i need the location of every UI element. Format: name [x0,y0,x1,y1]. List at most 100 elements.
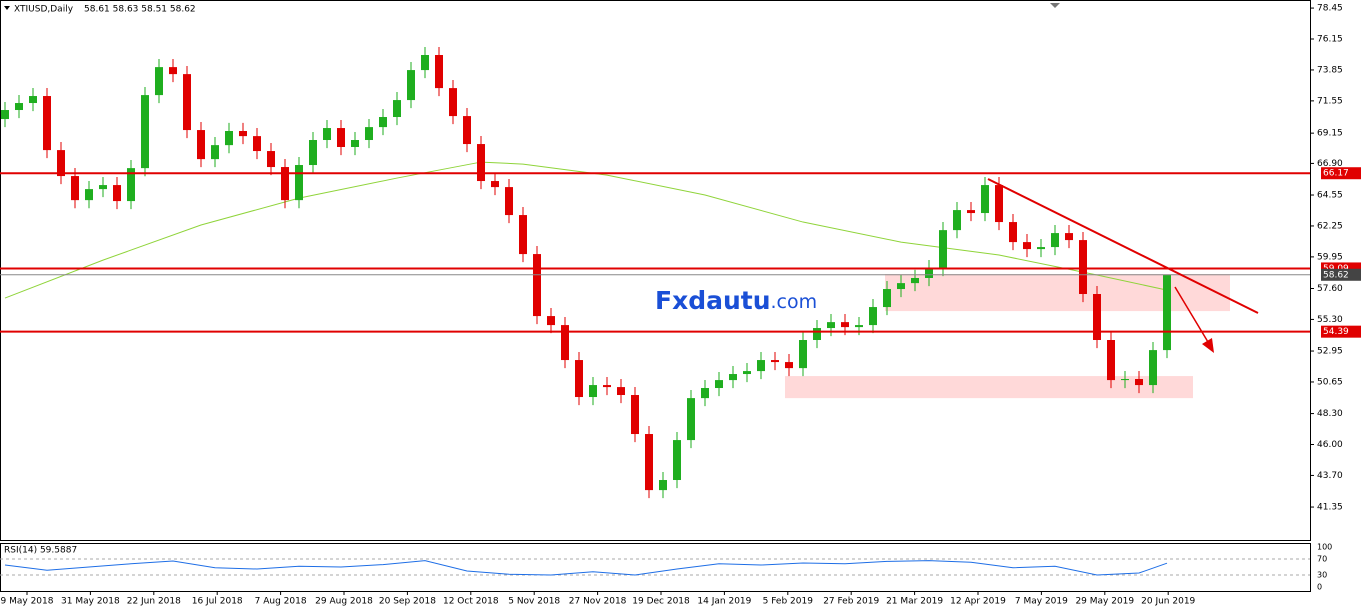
menu-arrow [4,6,10,10]
y-tick-label: 59.95 [1317,252,1343,262]
candle-body [1009,222,1017,243]
rsi-panel [0,543,1311,592]
x-tick-label: 22 Jun 2018 [127,597,181,607]
level-label: 54.39 [1323,327,1349,337]
candle-body [1107,340,1115,381]
rsi-tick-label: 0 [1317,583,1322,592]
candle-body [1121,379,1129,381]
candle-body [897,283,905,290]
candle-body [99,185,107,190]
shift-marker [1050,3,1060,8]
candle-body [1149,350,1157,386]
candle-body [883,289,891,308]
forecast-arrow [1174,286,1209,343]
y-tick-label: 78.45 [1317,4,1343,14]
candle-body [1163,274,1171,351]
candle-body [449,88,457,117]
candle-body [561,325,569,361]
ohlc: 58.61 58.63 58.51 58.62 [84,5,196,15]
candle-body [267,151,275,168]
main-panel [0,0,1311,541]
y-tick-label: 76.15 [1317,35,1343,45]
candle-body [365,127,373,141]
candle-body [813,328,821,341]
x-tick-label: 20 Jun 2019 [1141,597,1195,607]
x-tick-label: 12 Oct 2018 [443,597,499,607]
x-tick-label: 29 May 2019 [1075,597,1134,607]
level-label: 66.17 [1323,169,1349,179]
x-tick-label: 27 Feb 2019 [823,597,879,607]
candle-body [519,215,527,255]
candle-body [29,96,37,104]
candle-body [785,362,793,369]
rsi-title: RSI(14) 59.5887 [4,546,77,556]
candle-body [841,322,849,328]
candle-body [1093,294,1101,341]
candle-body [141,95,149,169]
candle-body [85,189,93,201]
candle-body [729,374,737,381]
candle-body [1135,379,1143,386]
candle-body [323,128,331,141]
candle-body [421,55,429,71]
x-tick-label: 29 Aug 2018 [315,597,373,607]
candle-body [631,395,639,435]
candle-body [379,117,387,128]
candle-body [953,210,961,231]
candle-body [1037,247,1045,250]
rsi-tick-label: 100 [1317,543,1332,552]
y-tick-label: 57.60 [1317,284,1343,294]
zone [885,274,1230,312]
candle-body [351,140,359,148]
candle-body [239,130,247,137]
candle-body [603,385,611,388]
y-tick-label: 52.95 [1317,347,1343,357]
x-tick-label: 7 May 2019 [1015,597,1068,607]
candle-body [71,176,79,201]
y-tick-label: 71.55 [1317,96,1343,106]
y-tick-label: 55.30 [1317,315,1343,325]
candle-body [197,130,205,160]
y-tick-label: 48.30 [1317,409,1343,419]
candle-body [533,254,541,317]
candle-body [113,185,121,202]
candle-body [15,103,23,111]
y-tick-label: 43.70 [1317,471,1343,481]
x-tick-label: 19 Dec 2018 [632,597,690,607]
candle-body [1,110,9,120]
y-tick-label: 50.65 [1317,377,1343,387]
candle-body [57,150,65,177]
candle-body [463,116,471,145]
x-tick-label: 9 May 2018 [1,597,54,607]
watermark: Fxdautu.com [655,286,817,315]
candle-body [827,322,835,329]
symbol: XTIUSD,Daily [14,5,74,15]
candle-body [225,130,233,146]
x-tick-label: 20 Sep 2018 [379,597,436,607]
candle-body [981,185,989,214]
candle-body [295,165,303,201]
level-tag [1321,325,1361,338]
rsi-tick-label: 70 [1317,555,1327,564]
candle-body [967,210,975,214]
x-tick-label: 27 Nov 2018 [569,597,627,607]
y-tick-label: 64.55 [1317,191,1343,201]
candle-body [435,55,443,89]
candle-body [393,100,401,118]
candle-body [253,136,261,152]
watermark-domain: .com [771,291,818,313]
zone [785,376,1193,399]
candle-body [939,230,947,269]
candle-body [211,145,219,160]
candle-body [925,268,933,279]
y-tick-label: 66.90 [1317,159,1343,169]
y-tick-label: 62.25 [1317,221,1343,231]
candle-body [505,187,513,216]
y-tick-label: 69.15 [1317,129,1343,139]
candle-body [1079,240,1087,295]
y-tick-label: 73.85 [1317,65,1343,75]
x-tick-label: 5 Nov 2018 [508,597,560,607]
candle-body [575,360,583,398]
level-tag [1321,268,1361,281]
